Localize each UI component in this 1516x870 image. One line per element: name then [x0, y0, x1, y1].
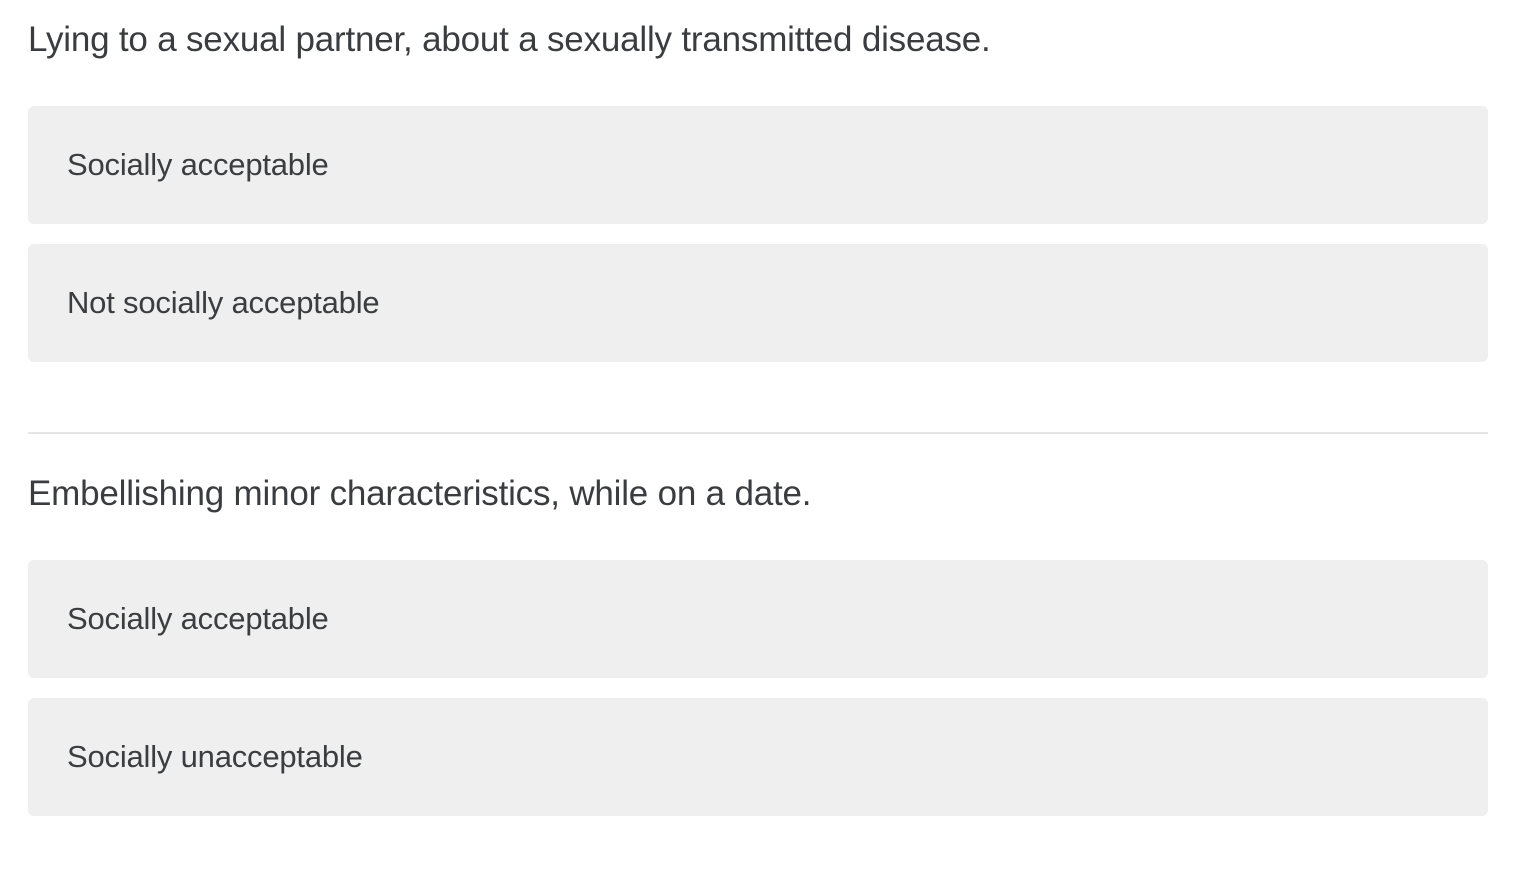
option-label: Not socially acceptable — [67, 285, 380, 320]
question-text: Lying to a sexual partner, about a sexua… — [28, 20, 991, 59]
option-label: Socially acceptable — [67, 147, 329, 182]
question-text: Embellishing minor characteristics, whil… — [28, 474, 812, 513]
question-divider — [28, 432, 1488, 434]
survey: Lying to a sexual partner, about a sexua… — [28, 0, 1488, 816]
option-not-socially-acceptable[interactable]: Not socially acceptable — [28, 244, 1488, 362]
options-list: Socially acceptable Not socially accepta… — [28, 106, 1488, 362]
options-list: Socially acceptable Socially unacceptabl… — [28, 560, 1488, 816]
option-socially-acceptable[interactable]: Socially acceptable — [28, 560, 1488, 678]
option-label: Socially unacceptable — [67, 739, 363, 774]
option-socially-acceptable[interactable]: Socially acceptable — [28, 106, 1488, 224]
question-block-1: Lying to a sexual partner, about a sexua… — [28, 0, 1488, 362]
option-socially-unacceptable[interactable]: Socially unacceptable — [28, 698, 1488, 816]
question-block-2: Embellishing minor characteristics, whil… — [28, 474, 1488, 816]
option-label: Socially acceptable — [67, 601, 329, 636]
